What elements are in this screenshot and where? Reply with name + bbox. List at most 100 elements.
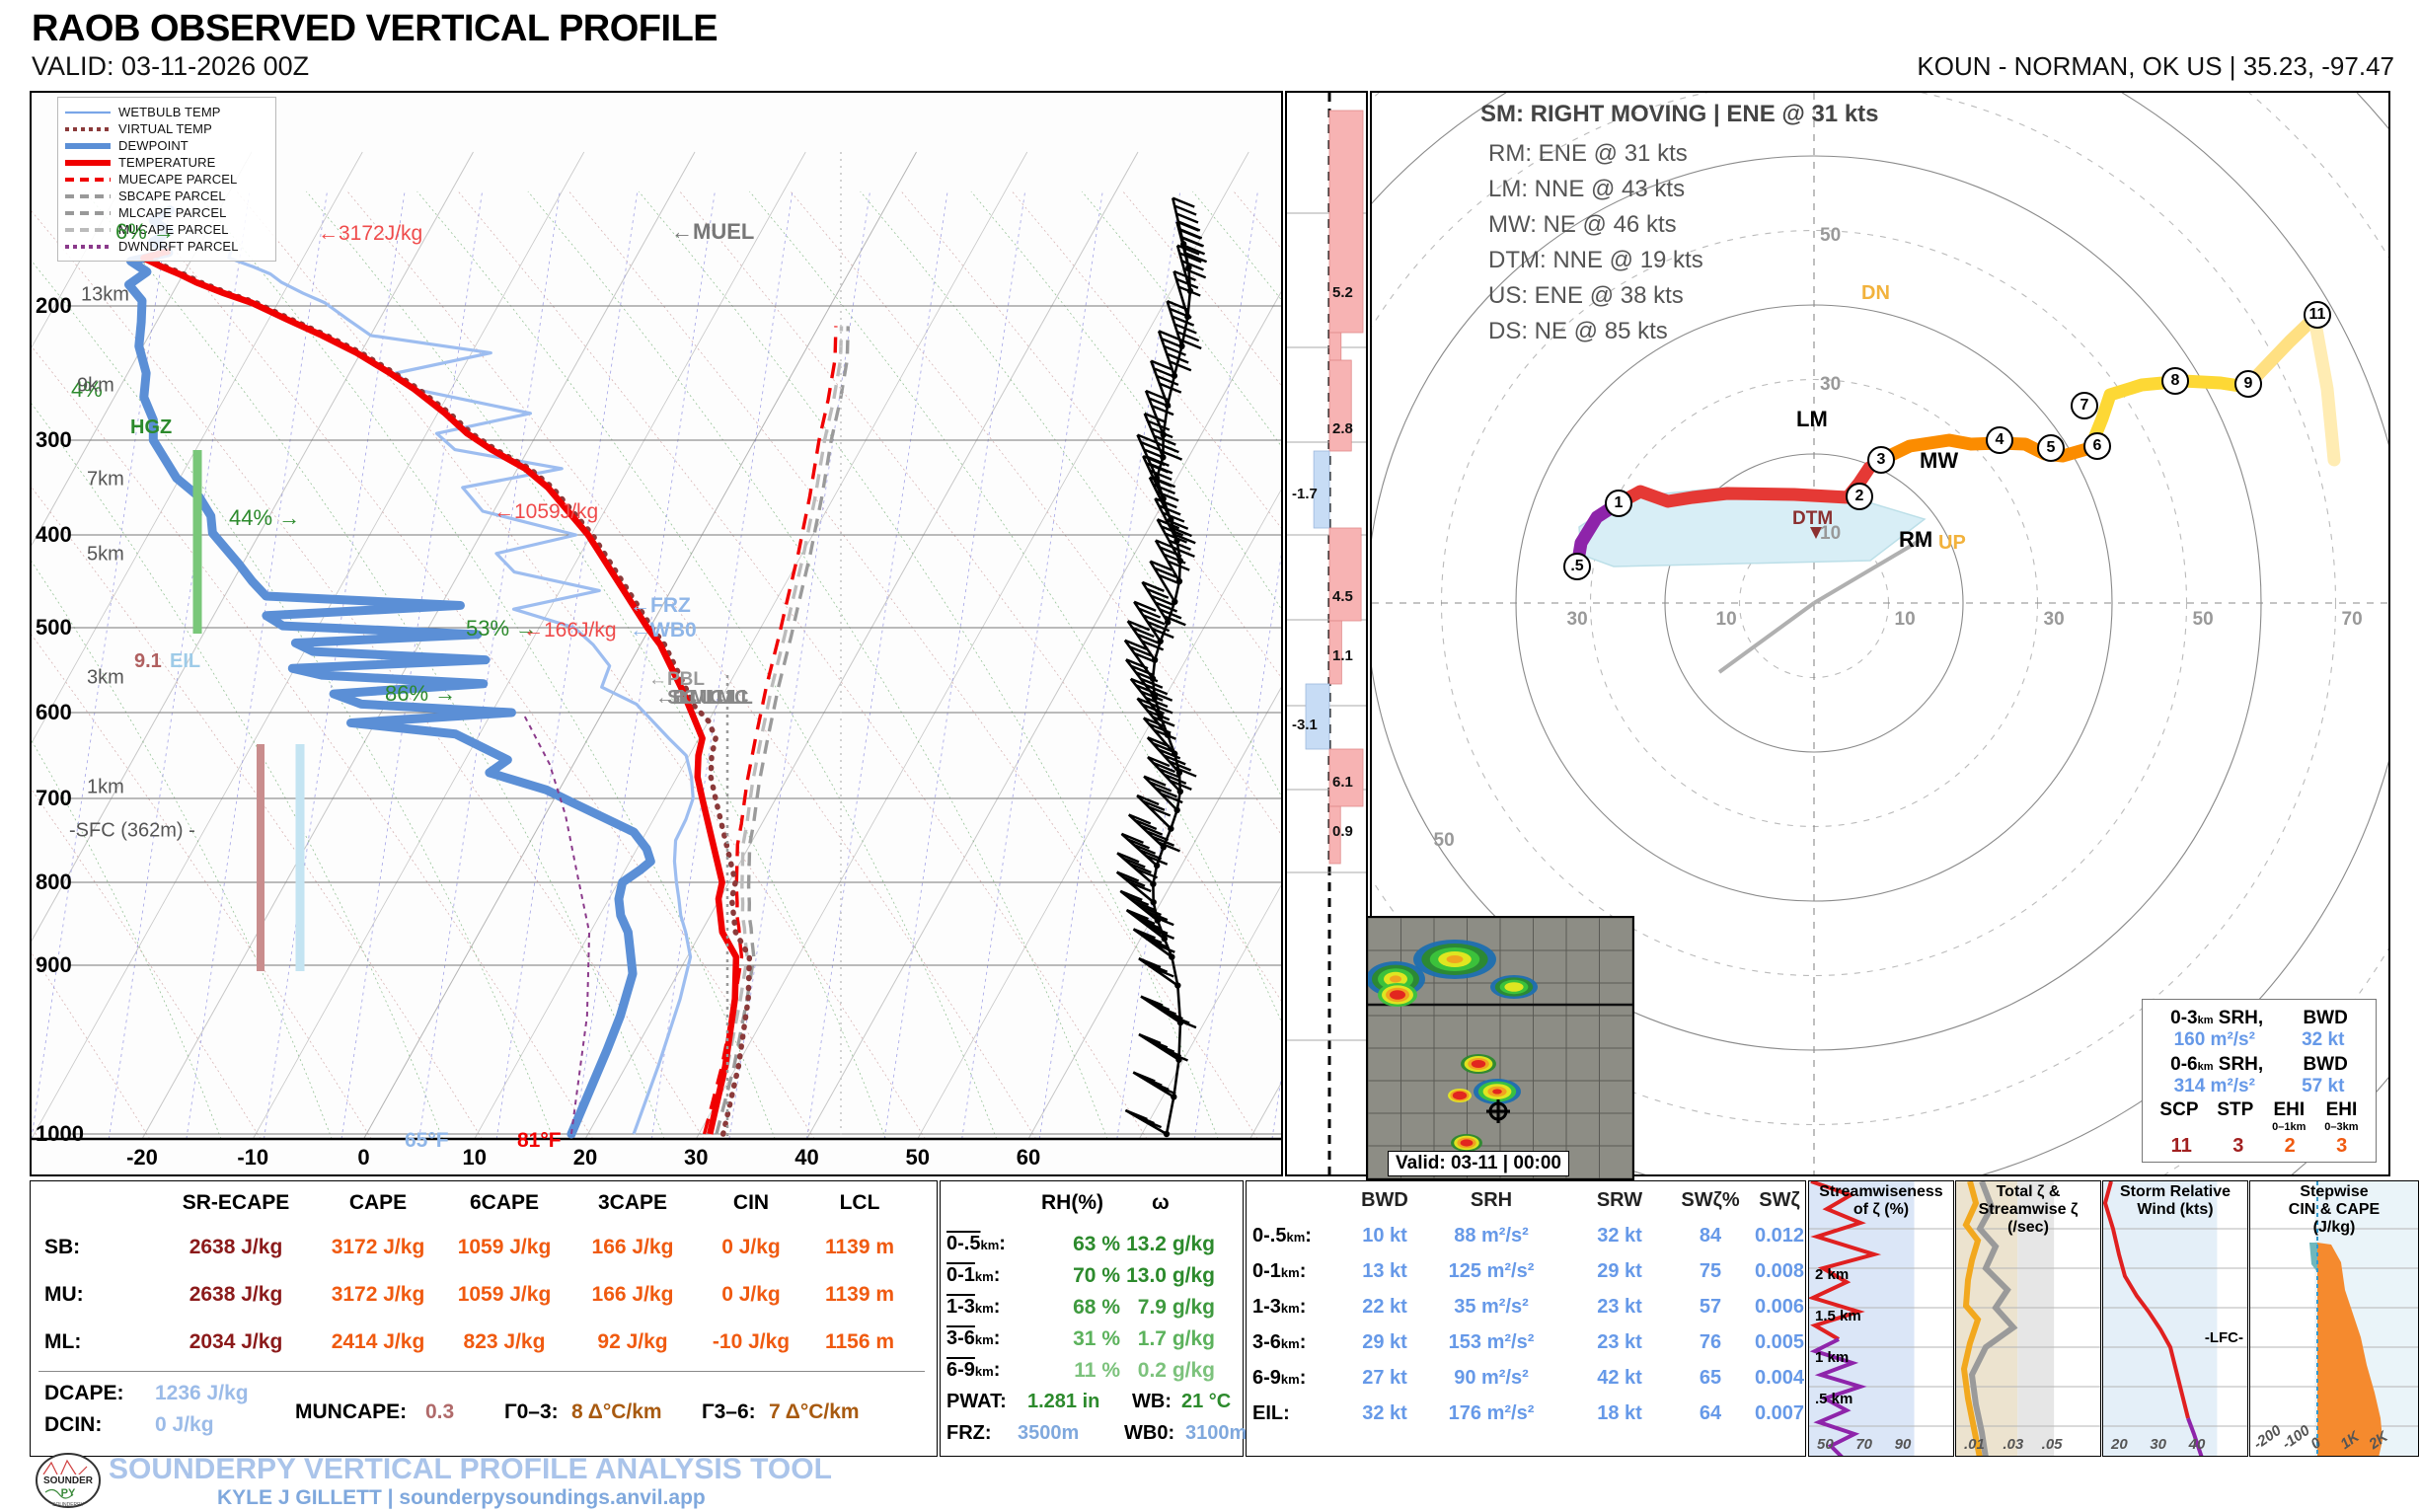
kine-cell: 75 [1699,1260,1722,1282]
hodo-point-1: 1 [1605,490,1632,517]
mini-height-label: 1.5 km [1815,1308,1861,1324]
kine-cell: 0.012 [1754,1225,1805,1247]
kine-cell: 23 kt [1597,1331,1642,1353]
skewt-diagram[interactable]: WETBULB TEMP VIRTUAL TEMP DEWPOINT TEMPERAT… [30,91,1283,1176]
omega-value: 2.8 [1332,420,1353,437]
lapse-0-3-value: 8 Δ°C/km [571,1400,662,1423]
hodo-ring-label: 10 [1894,609,1916,630]
temp-tick-10: 10 [462,1145,487,1170]
rh-annotation-4: 4% [71,377,103,402]
hodo-point-3: 3 [1867,446,1895,474]
legend-label: DEWPOINT [118,138,189,153]
moisture-rh-value: 68 % [1073,1296,1120,1319]
kine-cell: 22 kt [1362,1296,1407,1318]
kine-cell: 29 kt [1362,1331,1407,1353]
cape-166-label: ←166J/kg [523,619,617,642]
moisture-rh-value: 11 % [1074,1359,1120,1382]
mini-panel-title: Total ζ & Streamwise ζ (/sec) [1978,1183,2079,1236]
srh03-label: 0-3km SRH, [2170,1008,2264,1028]
height-tick: 5km [87,543,124,566]
legend-row: TEMPERATURE [64,154,269,171]
moisture-row-label: 1-3km: [946,1296,1001,1318]
frz-value: 3500m [1018,1422,1080,1444]
moisture-omega-value: 13.2 g/kg [1126,1233,1215,1255]
kine-cell: 32 kt [1362,1402,1407,1424]
hodo-ring-label: 50 [1433,830,1455,851]
legend-label: MUECAPE PARCEL [118,172,238,187]
thermo-col-cin: CIN [732,1191,770,1214]
omega-value: 4.5 [1332,588,1353,605]
hodo-point-8: 8 [2161,367,2189,395]
hodo-ring-label: 30 [1820,373,1842,395]
mini-axis-tick: 90 [1894,1436,1912,1453]
moisture-rh-value: 31 % [1073,1327,1120,1350]
thermo-col-lcl: LCL [839,1191,880,1214]
pwat-label: PWAT: [946,1391,1007,1412]
hodo-ring-label: 10 [1715,609,1737,630]
omega-value: 1.1 [1332,647,1353,664]
kinematics-table: BWD SRH SRW SWζ% SWζ 0-.5km: 10 kt 88 m²/s² 32 k… [1246,1180,1806,1457]
legend-swatch-wetbulb-temp [64,106,112,119]
pressure-tick-800: 800 [36,869,72,894]
kine-col-0: BWD [1361,1189,1408,1211]
composite-index-scp-label: SCP [2159,1099,2199,1120]
rh-annotation-86: 86% → [385,681,457,706]
kine-cell: 88 m²/s² [1454,1225,1529,1247]
hodo-ring-label: 30 [2043,609,2065,630]
dcape-value: 1236 J/kg [155,1382,249,1404]
legend-row: DEWPOINT [64,137,269,154]
hodo-motion-line: RM: ENE @ 31 kts [1488,140,1688,167]
temp-tick--20: -20 [126,1145,158,1170]
brand-line-2: KYLE J GILLETT | sounderpysoundings.anvi… [217,1486,706,1509]
legend-label: WETBULB TEMP [118,105,221,119]
mini-axis-tick: 30 [2150,1436,2167,1453]
surface-dewpoint-f: 65°F [405,1129,449,1152]
cape-1059-label: ←1059J/kg [493,500,599,523]
hgz-label: HGZ [130,416,173,438]
composite-index-value: 2 [2284,1135,2296,1157]
station-info: KOUN - NORMAN, OK US | 35.23, -97.47 [1917,51,2394,81]
temp-tick-30: 30 [684,1145,709,1170]
kine-cell: 35 m²/s² [1454,1296,1529,1318]
pressure-tick-600: 600 [36,700,72,724]
thermo-row-label-mu: MU: [44,1283,84,1306]
hodo-motion-line: LM: NNE @ 43 kts [1488,176,1686,202]
moisture-rh-value: 70 % [1073,1264,1120,1287]
thermo-row-label-ml: ML: [44,1330,82,1353]
hodo-ring-label: 10 [1820,522,1842,544]
rh-annotation-6: 6% → [115,219,175,244]
hodo-marker-dn: DN [1861,282,1890,304]
thermo-cell: 2034 J/kg [189,1330,283,1353]
thermo-cell: 1139 m [824,1283,895,1306]
mini-panel-total-zeta: Total ζ & Streamwise ζ (/sec) .01 .03 .05 [1955,1180,2101,1457]
thermo-cell: 0 J/kg [721,1236,781,1258]
dcin-label: DCIN: [44,1413,103,1436]
hodo-point-11: 11 [2304,301,2331,329]
omega-value: -3.1 [1292,717,1318,733]
kine-cell: 176 m²/s² [1448,1402,1535,1424]
legend-label: TEMPERATURE [118,155,216,170]
lcl-label: ←SBLCL MULCL MLLCL [655,687,753,709]
mini-panel-storm-relative-wind: Storm Relative Wind (kts) 20 30 40 -LFC- [2102,1180,2248,1457]
thermo-col-cape: CAPE [348,1191,408,1214]
kine-cell: 32 kt [1597,1225,1642,1247]
temp-tick-20: 20 [572,1145,598,1170]
legend-swatch-sbcape-parcel [64,189,112,203]
hodo-ring-label: 50 [1820,224,1842,246]
hodo-point-6: 6 [2083,432,2111,460]
moisture-table: RH(%) ω 0-.5km: 63 % 13.2 g/kg 0-1km: 70 % 13.0… [940,1180,1247,1457]
valid-time: VALID: 03-11-2026 00Z [32,51,310,81]
legend-row: SBCAPE PARCEL [64,188,269,204]
kine-cell: 13 kt [1362,1260,1407,1282]
thermo-cell: 823 J/kg [463,1330,546,1353]
radar-minimap[interactable]: Valid: 03-11 | 00:00 [1366,916,1634,1180]
thermo-divider [38,1371,925,1372]
kine-col-2: SRW [1596,1189,1643,1211]
hodo-motion-line: US: ENE @ 38 kts [1488,282,1684,309]
skewt-legend: WETBULB TEMP VIRTUAL TEMP DEWPOINT TEMPERAT… [57,97,276,262]
thermo-row-label-sb: SB: [44,1236,81,1258]
hodo-point-9: 9 [2234,370,2262,398]
kine-cell: 0.008 [1754,1260,1805,1282]
legend-swatch-virtual-temp [64,122,112,136]
kine-cell: 27 kt [1362,1367,1407,1389]
